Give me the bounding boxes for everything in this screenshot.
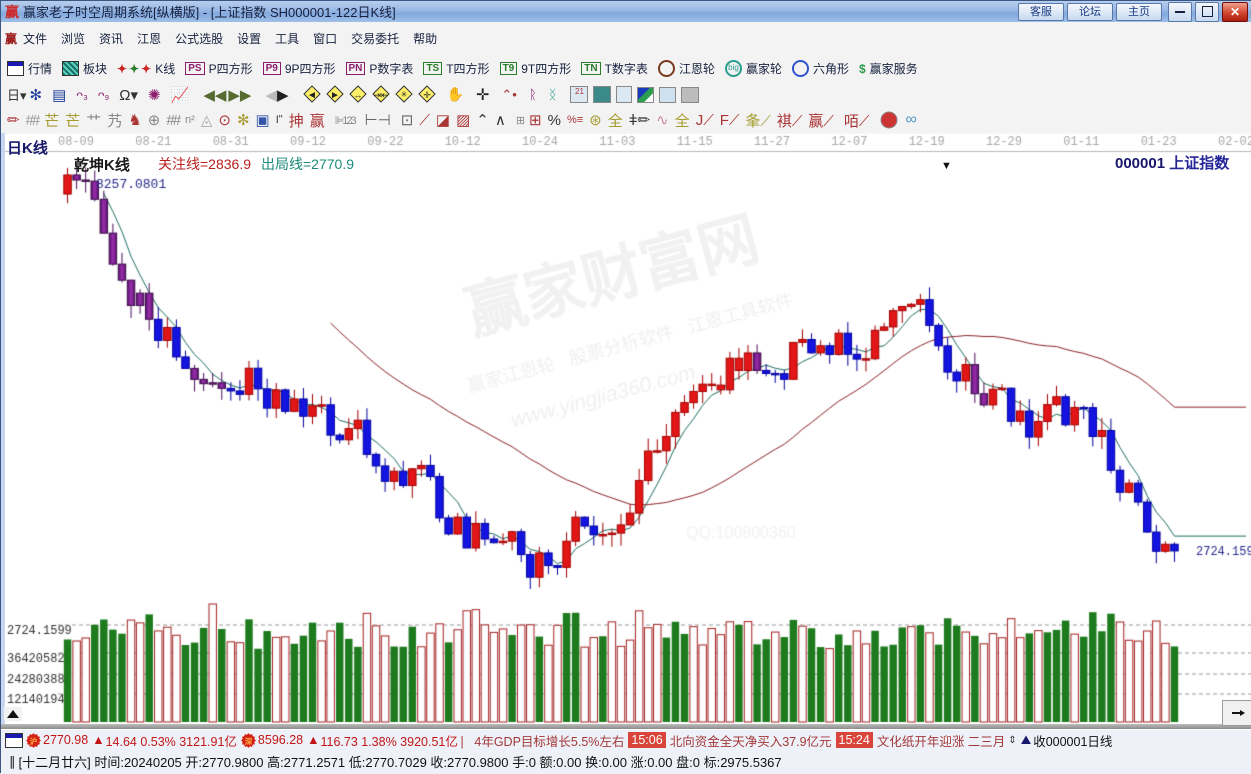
svg-text:沪: 沪 xyxy=(30,735,38,745)
svg-text:深: 深 xyxy=(245,735,253,745)
